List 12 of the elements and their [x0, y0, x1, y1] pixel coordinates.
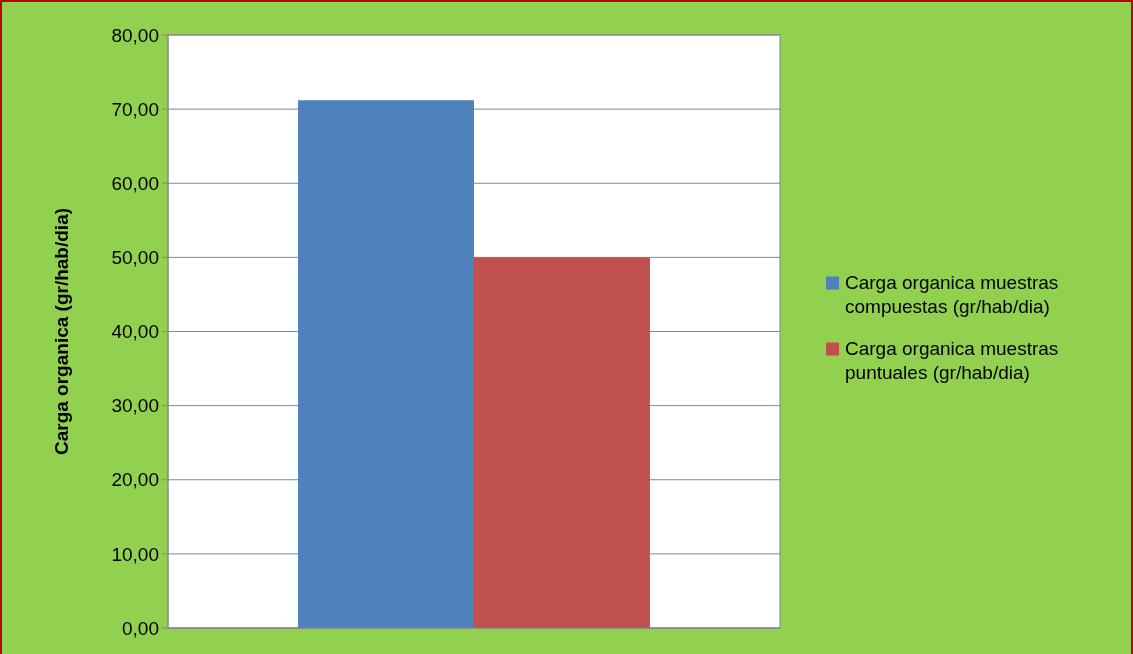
y-tick-label: 80,00: [111, 24, 159, 46]
y-tick-label: 60,00: [111, 172, 159, 194]
y-tick-label: 30,00: [111, 395, 159, 417]
y-axis-title: Carga organica (gr/hab/dia): [51, 207, 72, 456]
y-tick-label: 0,00: [122, 617, 159, 639]
y-tick-label: 40,00: [111, 321, 159, 343]
legend-label: Carga organica muestras puntuales (gr/hab/dia): [845, 337, 1059, 383]
y-tick-label: 10,00: [111, 543, 159, 565]
legend-label: Carga organica muestras compuestas (gr/hab/dia): [845, 271, 1059, 317]
y-tick-label: 50,00: [111, 247, 159, 269]
y-tick-label: 20,00: [111, 469, 159, 491]
y-tick-label: 70,00: [111, 98, 159, 120]
